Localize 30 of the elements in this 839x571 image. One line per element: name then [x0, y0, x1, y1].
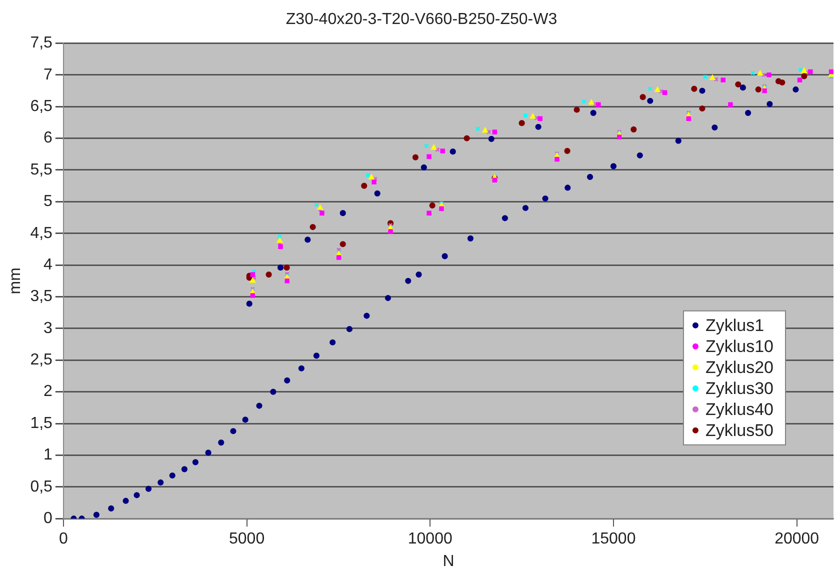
- x-tick-label: 5000: [228, 530, 265, 548]
- y-tick-label: 0: [44, 510, 53, 528]
- y-tick-label: 7,5: [30, 34, 53, 52]
- x-tick-label: 0: [58, 530, 68, 548]
- x-tick-label: 15000: [591, 530, 636, 548]
- chart-title: Z30-40x20-3-T20-V660-B250-Z50-W3: [286, 11, 558, 28]
- y-tick-label: 2,5: [30, 352, 53, 369]
- y-tick-label: 1: [44, 446, 53, 464]
- legend-label: Zyklus1: [705, 316, 764, 336]
- legend-label: Zyklus50: [705, 421, 774, 440]
- y-tick-label: 5,5: [30, 161, 53, 178]
- y-tick-label: 6,5: [30, 98, 53, 115]
- y-tick-label: 0,5: [30, 478, 53, 496]
- y-tick-label: 1,5: [30, 414, 53, 432]
- y-tick-label: 7: [44, 66, 53, 84]
- legend-label: Zyklus20: [705, 358, 774, 378]
- legend-label: Zyklus30: [705, 379, 774, 398]
- y-tick-label: 4: [44, 256, 53, 274]
- legend-label: Zyklus40: [705, 400, 774, 420]
- y-tick-label: 3: [44, 320, 53, 337]
- x-tick-label: 10000: [408, 530, 452, 548]
- y-tick-label: 3,5: [30, 288, 53, 306]
- y-tick-label: 5: [44, 193, 53, 210]
- y-tick-label: 2: [44, 383, 53, 400]
- y-tick-label: 4,5: [30, 224, 53, 242]
- legend-label: Zyklus10: [705, 337, 774, 356]
- y-axis-title: mm: [7, 268, 24, 294]
- y-tick-label: 6: [44, 130, 53, 147]
- x-axis-title: N: [442, 552, 454, 570]
- x-tick-label: 20000: [774, 530, 820, 548]
